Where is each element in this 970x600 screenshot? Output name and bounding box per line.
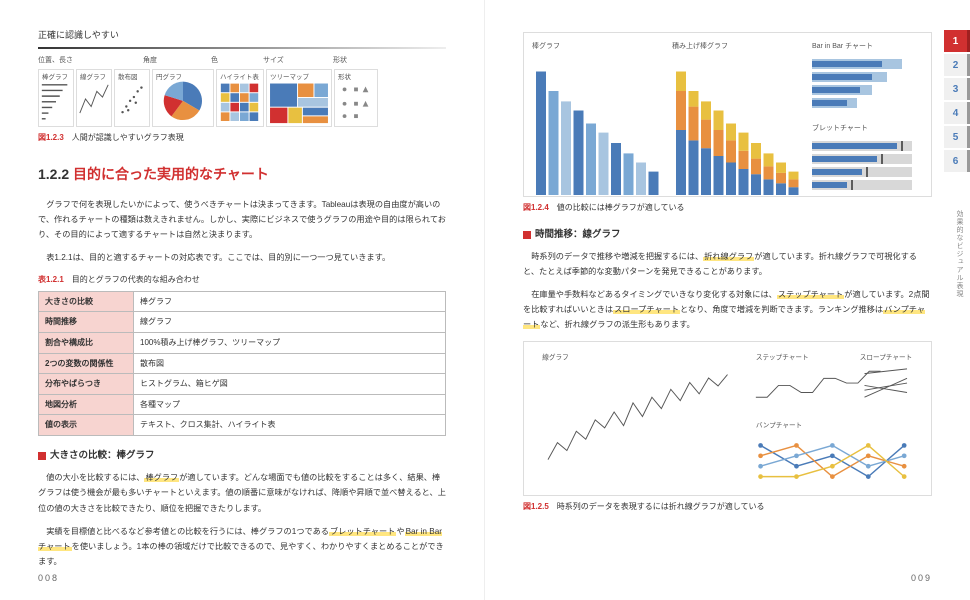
bar-chart-svg [532,55,662,195]
mini-line: 線グラフ [76,69,112,127]
sub2-para2: 在庫量や手数料などあるタイミングでいきなり変化する対象には、ステップチャートが適… [523,287,932,333]
book-spread: 正確に認識しやすい 位置、長さ 角度 色 サイズ 形状 棒グラフ 線グラフ 散布… [0,0,970,600]
svg-text:バンプチャート: バンプチャート [756,421,802,429]
tab-6[interactable]: 6 [944,150,970,172]
svg-text:ステップチャート: ステップチャート [756,353,809,361]
axis-labels: 位置、長さ 角度 色 サイズ 形状 [38,55,446,67]
para-2: 表1.2.1は、目的と適するチャートの対応表です。ここでは、目的別に一つ一つ見て… [38,250,446,265]
mini-bar: 棒グラフ [38,69,74,127]
square-bullet-icon [38,452,46,460]
bar-panel-stacked: 積み上げ棒グラフ [672,41,802,200]
para-1: グラフで何を表現したいかによって、使うべきチャートは決まってきます。Tablea… [38,197,446,243]
bullet-svg [812,137,922,195]
sub1-para1: 値の大小を比較するには、棒グラフが適しています。どんな場面でも値の比較をすること… [38,470,446,516]
sub1-para2: 実績を目標値と比べるなど参考値との比較を行うには、棒グラフの1つであるブレットチ… [38,524,446,570]
sub2-para1: 時系列のデータで推移や増減を把握するには、折れ線グラフが適しています。折れ線グラ… [523,249,932,279]
mini-chart-row: 棒グラフ 線グラフ 散布図 円グラフ ハイライト表 ツリーマップ 形状 [38,69,446,127]
section-title: 1.2.2 目的に合った実用的なチャート [38,163,446,187]
fig-1-2-4-caption: 図1.2.4 値の比較には棒グラフが適している [523,201,932,215]
tab-2[interactable]: 2 [944,54,970,76]
mini-highlight: ハイライト表 [216,69,264,127]
tab-5[interactable]: 5 [944,126,970,148]
mini-scatter: 散布図 [114,69,150,127]
stacked-bar-svg [672,55,802,195]
fig-1-2-5-caption: 図1.2.5 時系列のデータを表現するには折れ線グラフが適している [523,500,932,514]
purpose-chart-table: 大きさの比較棒グラフ 時間推移線グラフ 割合や構成比100%積み上げ棒グラフ、ツ… [38,291,446,436]
svg-text:スロープチャート: スロープチャート [860,353,912,361]
chapter-tabs: 1 2 3 4 5 6 [944,30,970,172]
top-header: 正確に認識しやすい [38,28,446,43]
gradient-arrow [38,47,446,49]
mini-shape: 形状 [334,69,378,127]
page-number-right: 009 [911,571,932,586]
tab-1[interactable]: 1 [944,30,970,52]
subhead-2: 時間推移：線グラフ [523,227,932,243]
mini-pie: 円グラフ [152,69,214,127]
bar-chart-grid: 棒グラフ 積み上げ棒グラフ Bar in Bar チャート ブレットチャート [523,32,932,197]
page-number-left: 008 [38,571,59,586]
line-charts-svg: 線グラフ ステップチャート スロープチャートバンプチャート [532,350,923,487]
mini-treemap: ツリーマップ [266,69,332,127]
vertical-chapter-label: 効果的なビジュアル表現 [954,210,964,298]
svg-text:線グラフ: 線グラフ [542,352,568,361]
line-chart-grid: 線グラフ ステップチャート スロープチャートバンプチャート [523,341,932,496]
table-caption: 表1.2.1 目的とグラフの代表的な組み合わせ [38,273,446,287]
fig-1-2-3-caption: 図1.2.3 人間が認識しやすいグラフ表現 [38,131,446,145]
page-left: 正確に認識しやすい 位置、長さ 角度 色 サイズ 形状 棒グラフ 線グラフ 散布… [0,0,485,600]
tab-4[interactable]: 4 [944,102,970,124]
bar-panel-simple: 棒グラフ [532,41,662,200]
page-right: 棒グラフ 積み上げ棒グラフ Bar in Bar チャート ブレットチャート 図… [485,0,970,600]
barinbar-svg [812,55,922,113]
tab-3[interactable]: 3 [944,78,970,100]
square-bullet-icon [523,231,531,239]
subhead-1: 大きさの比較：棒グラフ [38,448,446,464]
bar-panel-barinbar: Bar in Bar チャート ブレットチャート [812,41,922,200]
